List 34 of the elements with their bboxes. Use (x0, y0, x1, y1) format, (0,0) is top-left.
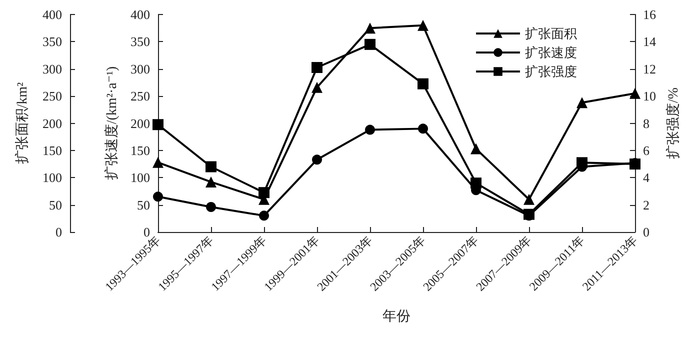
y3-tick-label: 6 (643, 142, 650, 158)
y2-tick-label: 100 (130, 170, 150, 186)
y-tick-label: 350 (42, 34, 62, 50)
legend-label: 扩张面积 (525, 26, 577, 41)
y2-tick-label: 400 (130, 7, 150, 22)
y2-tick-label: 150 (130, 142, 150, 158)
y-tick-label: 400 (42, 7, 62, 22)
y3-tick-label: 8 (643, 116, 650, 131)
y-tick-label: 300 (42, 61, 62, 76)
y2-tick-label: 200 (130, 116, 150, 131)
y-tick-label: 200 (42, 116, 62, 131)
y3-tick-label: 10 (643, 88, 656, 104)
y3-tick-label: 0 (643, 224, 650, 240)
y2-tick-label: 50 (137, 197, 150, 212)
y2-tick-label: 350 (130, 34, 150, 50)
y-tick-label: 100 (42, 170, 62, 186)
y-tick-label: 0 (56, 224, 62, 240)
x-axis-title: 年份 (382, 308, 410, 324)
y-tick-label: 150 (42, 142, 62, 158)
legend-label: 扩张强度 (525, 64, 577, 79)
y3-tick-label: 12 (643, 61, 656, 76)
y3-tick-label: 14 (643, 34, 656, 50)
y3-axis-title: 扩张强度/% (665, 87, 682, 160)
y2-tick-label: 300 (130, 61, 150, 76)
y3-tick-label: 16 (643, 7, 656, 22)
y3-tick-label: 4 (643, 170, 650, 186)
y3-tick-label: 2 (643, 197, 650, 212)
y-axis-title: 扩张面积/km² (14, 82, 30, 164)
y-tick-label: 50 (49, 197, 62, 212)
legend-label: 扩张速度 (525, 45, 577, 60)
y2-tick-label: 0 (144, 224, 150, 240)
y-tick-label: 250 (42, 88, 62, 104)
y2-axis-title: 扩张速度/(km²·a⁻¹) (104, 66, 120, 180)
y2-tick-label: 250 (130, 88, 150, 104)
